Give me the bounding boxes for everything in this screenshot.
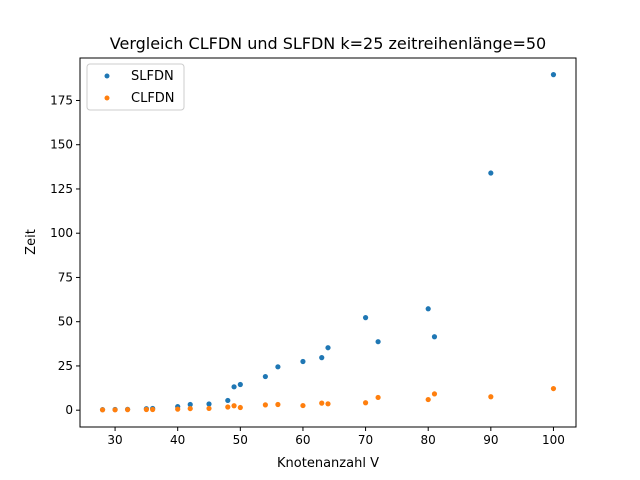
- y-tick-label: 125: [50, 182, 73, 196]
- x-axis-label: Knotenanzahl V: [277, 456, 379, 471]
- data-point-clfdn: [319, 400, 325, 406]
- data-point-slfdn: [262, 373, 268, 380]
- data-point-slfdn: [237, 381, 243, 388]
- x-tick-label: 90: [483, 433, 498, 447]
- y-tick-label: 75: [58, 270, 73, 284]
- data-point-slfdn: [225, 397, 231, 404]
- data-point-clfdn: [175, 406, 181, 412]
- data-point-clfdn: [425, 396, 431, 403]
- legend-box: [86, 63, 185, 111]
- data-point-clfdn: [99, 407, 106, 413]
- y-tick-label: 150: [50, 138, 73, 152]
- data-point-slfdn: [425, 306, 431, 312]
- data-point-slfdn: [275, 364, 281, 370]
- data-point-slfdn: [319, 355, 325, 361]
- data-point-clfdn: [112, 407, 118, 413]
- data-point-clfdn: [143, 406, 149, 413]
- y-tick-label: 175: [50, 93, 73, 107]
- data-point-clfdn: [375, 394, 381, 401]
- data-point-clfdn: [262, 402, 268, 408]
- x-tick-label: 60: [295, 433, 310, 447]
- series-clfdn: [99, 385, 557, 413]
- data-point-clfdn: [488, 394, 494, 400]
- data-point-clfdn: [325, 401, 331, 407]
- data-point-clfdn: [150, 406, 156, 413]
- plot-area: 30 40 50 60 70 80 90 100 0 25 50 75 100 125 150 175: [50, 57, 577, 447]
- legend-marker-slfdn: [104, 73, 110, 79]
- data-point-clfdn: [362, 400, 369, 406]
- data-point-slfdn: [362, 315, 369, 321]
- data-point-clfdn: [550, 385, 557, 392]
- data-point-slfdn: [300, 358, 306, 365]
- data-point-clfdn: [187, 405, 193, 412]
- y-axis-label: Zeit: [24, 229, 39, 255]
- legend-label-slfdn: SLFDN: [131, 69, 174, 84]
- x-tick-label: 100: [542, 433, 565, 447]
- y-tick-label: 0: [65, 403, 73, 417]
- data-point-clfdn: [237, 404, 243, 411]
- legend-marker-clfdn: [104, 95, 110, 101]
- data-point-clfdn: [124, 407, 131, 413]
- x-tick-label: 50: [233, 433, 248, 447]
- plot-frame: [79, 57, 577, 428]
- y-tick-label: 50: [58, 315, 73, 329]
- y-tick-label: 100: [50, 226, 73, 240]
- data-point-slfdn: [375, 339, 381, 345]
- x-tick-label: 80: [421, 433, 436, 447]
- x-tick-label: 70: [358, 433, 373, 447]
- data-point-slfdn: [206, 401, 212, 407]
- data-point-clfdn: [275, 401, 281, 408]
- data-point-clfdn: [231, 403, 237, 409]
- data-point-clfdn: [431, 391, 438, 397]
- data-point-clfdn: [206, 405, 212, 412]
- data-point-clfdn: [225, 404, 231, 410]
- y-tick-label: 25: [58, 359, 73, 373]
- data-point-slfdn: [325, 345, 331, 351]
- data-point-slfdn: [431, 334, 438, 340]
- legend-label-clfdn: CLFDN: [131, 91, 175, 106]
- data-point-slfdn: [488, 170, 494, 176]
- legend: SLFDN CLFDN: [86, 63, 185, 111]
- data-point-slfdn: [187, 401, 193, 408]
- chart-title: Vergleich CLFDN und SLFDN k=25 zeitreihe…: [110, 34, 546, 53]
- data-point-slfdn: [231, 384, 237, 390]
- data-point-slfdn: [550, 72, 557, 78]
- x-tick-label: 40: [170, 433, 185, 447]
- data-point-clfdn: [300, 402, 306, 409]
- x-tick-label: 30: [107, 433, 122, 447]
